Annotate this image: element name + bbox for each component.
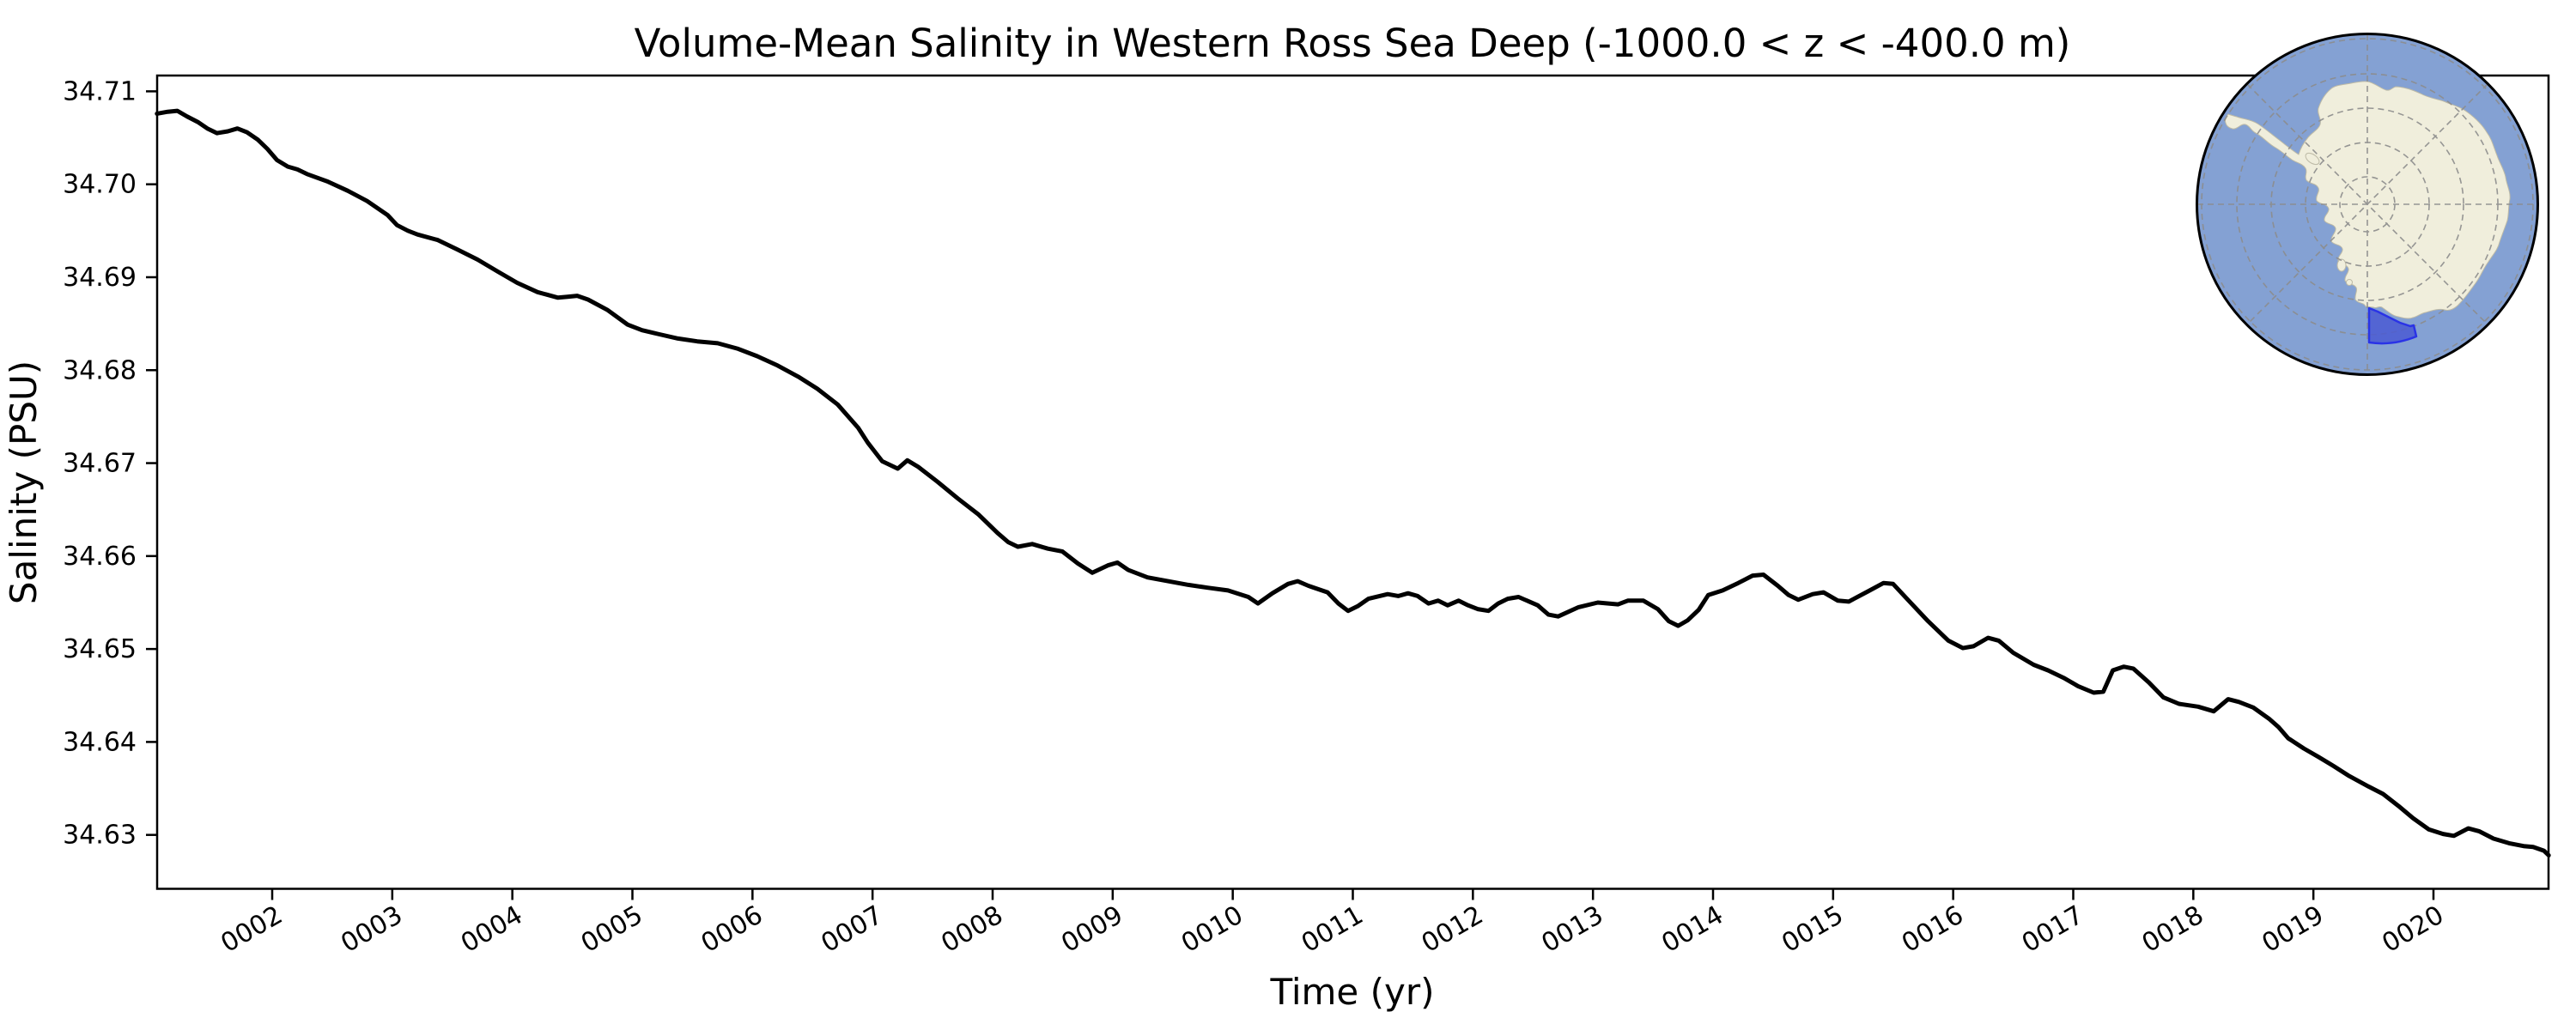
x-tick-label: 0007 bbox=[817, 900, 889, 959]
inset-rim bbox=[2196, 33, 2539, 376]
x-tick-label: 0004 bbox=[456, 900, 528, 959]
x-tick-label: 0016 bbox=[1897, 900, 1969, 959]
y-tick-label: 34.65 bbox=[63, 634, 137, 664]
y-tick-label: 34.67 bbox=[63, 449, 137, 479]
x-tick-label: 0010 bbox=[1176, 900, 1249, 959]
x-tick-label: 0011 bbox=[1297, 900, 1369, 959]
y-axis-ticks: 34.63 34.64 34.65 34.66 34.67 34.68 34.69 34.70… bbox=[63, 76, 157, 851]
island bbox=[2336, 258, 2347, 272]
chart-title: Volume-Mean Salinity in Western Ross Sea… bbox=[635, 21, 2071, 66]
y-tick-label: 34.70 bbox=[63, 170, 137, 200]
x-tick-label: 0005 bbox=[576, 900, 648, 959]
x-tick-label: 0019 bbox=[2257, 900, 2330, 959]
x-tick-label: 0020 bbox=[2377, 900, 2449, 959]
y-tick-label: 34.69 bbox=[63, 263, 137, 293]
x-tick-label: 0006 bbox=[696, 900, 769, 959]
x-tick-label: 0008 bbox=[936, 900, 1008, 959]
y-tick-label: 34.68 bbox=[63, 355, 137, 385]
y-tick-label: 34.66 bbox=[63, 542, 137, 572]
x-tick-label: 0014 bbox=[1656, 900, 1728, 959]
x-axis-label: Time (yr) bbox=[1269, 971, 1434, 1013]
x-tick-label: 0003 bbox=[336, 900, 408, 959]
western-ross-sea-region bbox=[2367, 306, 2418, 345]
y-tick-label: 34.63 bbox=[63, 821, 137, 851]
x-tick-label: 0017 bbox=[2017, 900, 2089, 959]
x-tick-label: 0012 bbox=[1417, 900, 1489, 959]
x-tick-label: 0002 bbox=[216, 900, 288, 959]
island bbox=[2305, 152, 2320, 166]
y-tick-label: 34.71 bbox=[63, 76, 137, 106]
x-tick-label: 0013 bbox=[1537, 900, 1609, 959]
y-tick-label: 34.64 bbox=[63, 727, 137, 757]
island bbox=[2346, 279, 2353, 286]
plot-area bbox=[155, 74, 2550, 890]
x-tick-label: 0015 bbox=[1777, 900, 1849, 959]
x-axis-ticks: 0002 0003 0004 0005 0006 0007 0008 0009 0010 0011… bbox=[216, 888, 2449, 959]
salinity-line bbox=[155, 108, 2551, 857]
x-tick-label: 0009 bbox=[1056, 900, 1128, 959]
inset-map bbox=[2196, 33, 2539, 376]
y-axis-label: Salinity (PSU) bbox=[3, 360, 45, 604]
graticule bbox=[2197, 34, 2537, 374]
x-tick-label: 0018 bbox=[2137, 900, 2209, 959]
